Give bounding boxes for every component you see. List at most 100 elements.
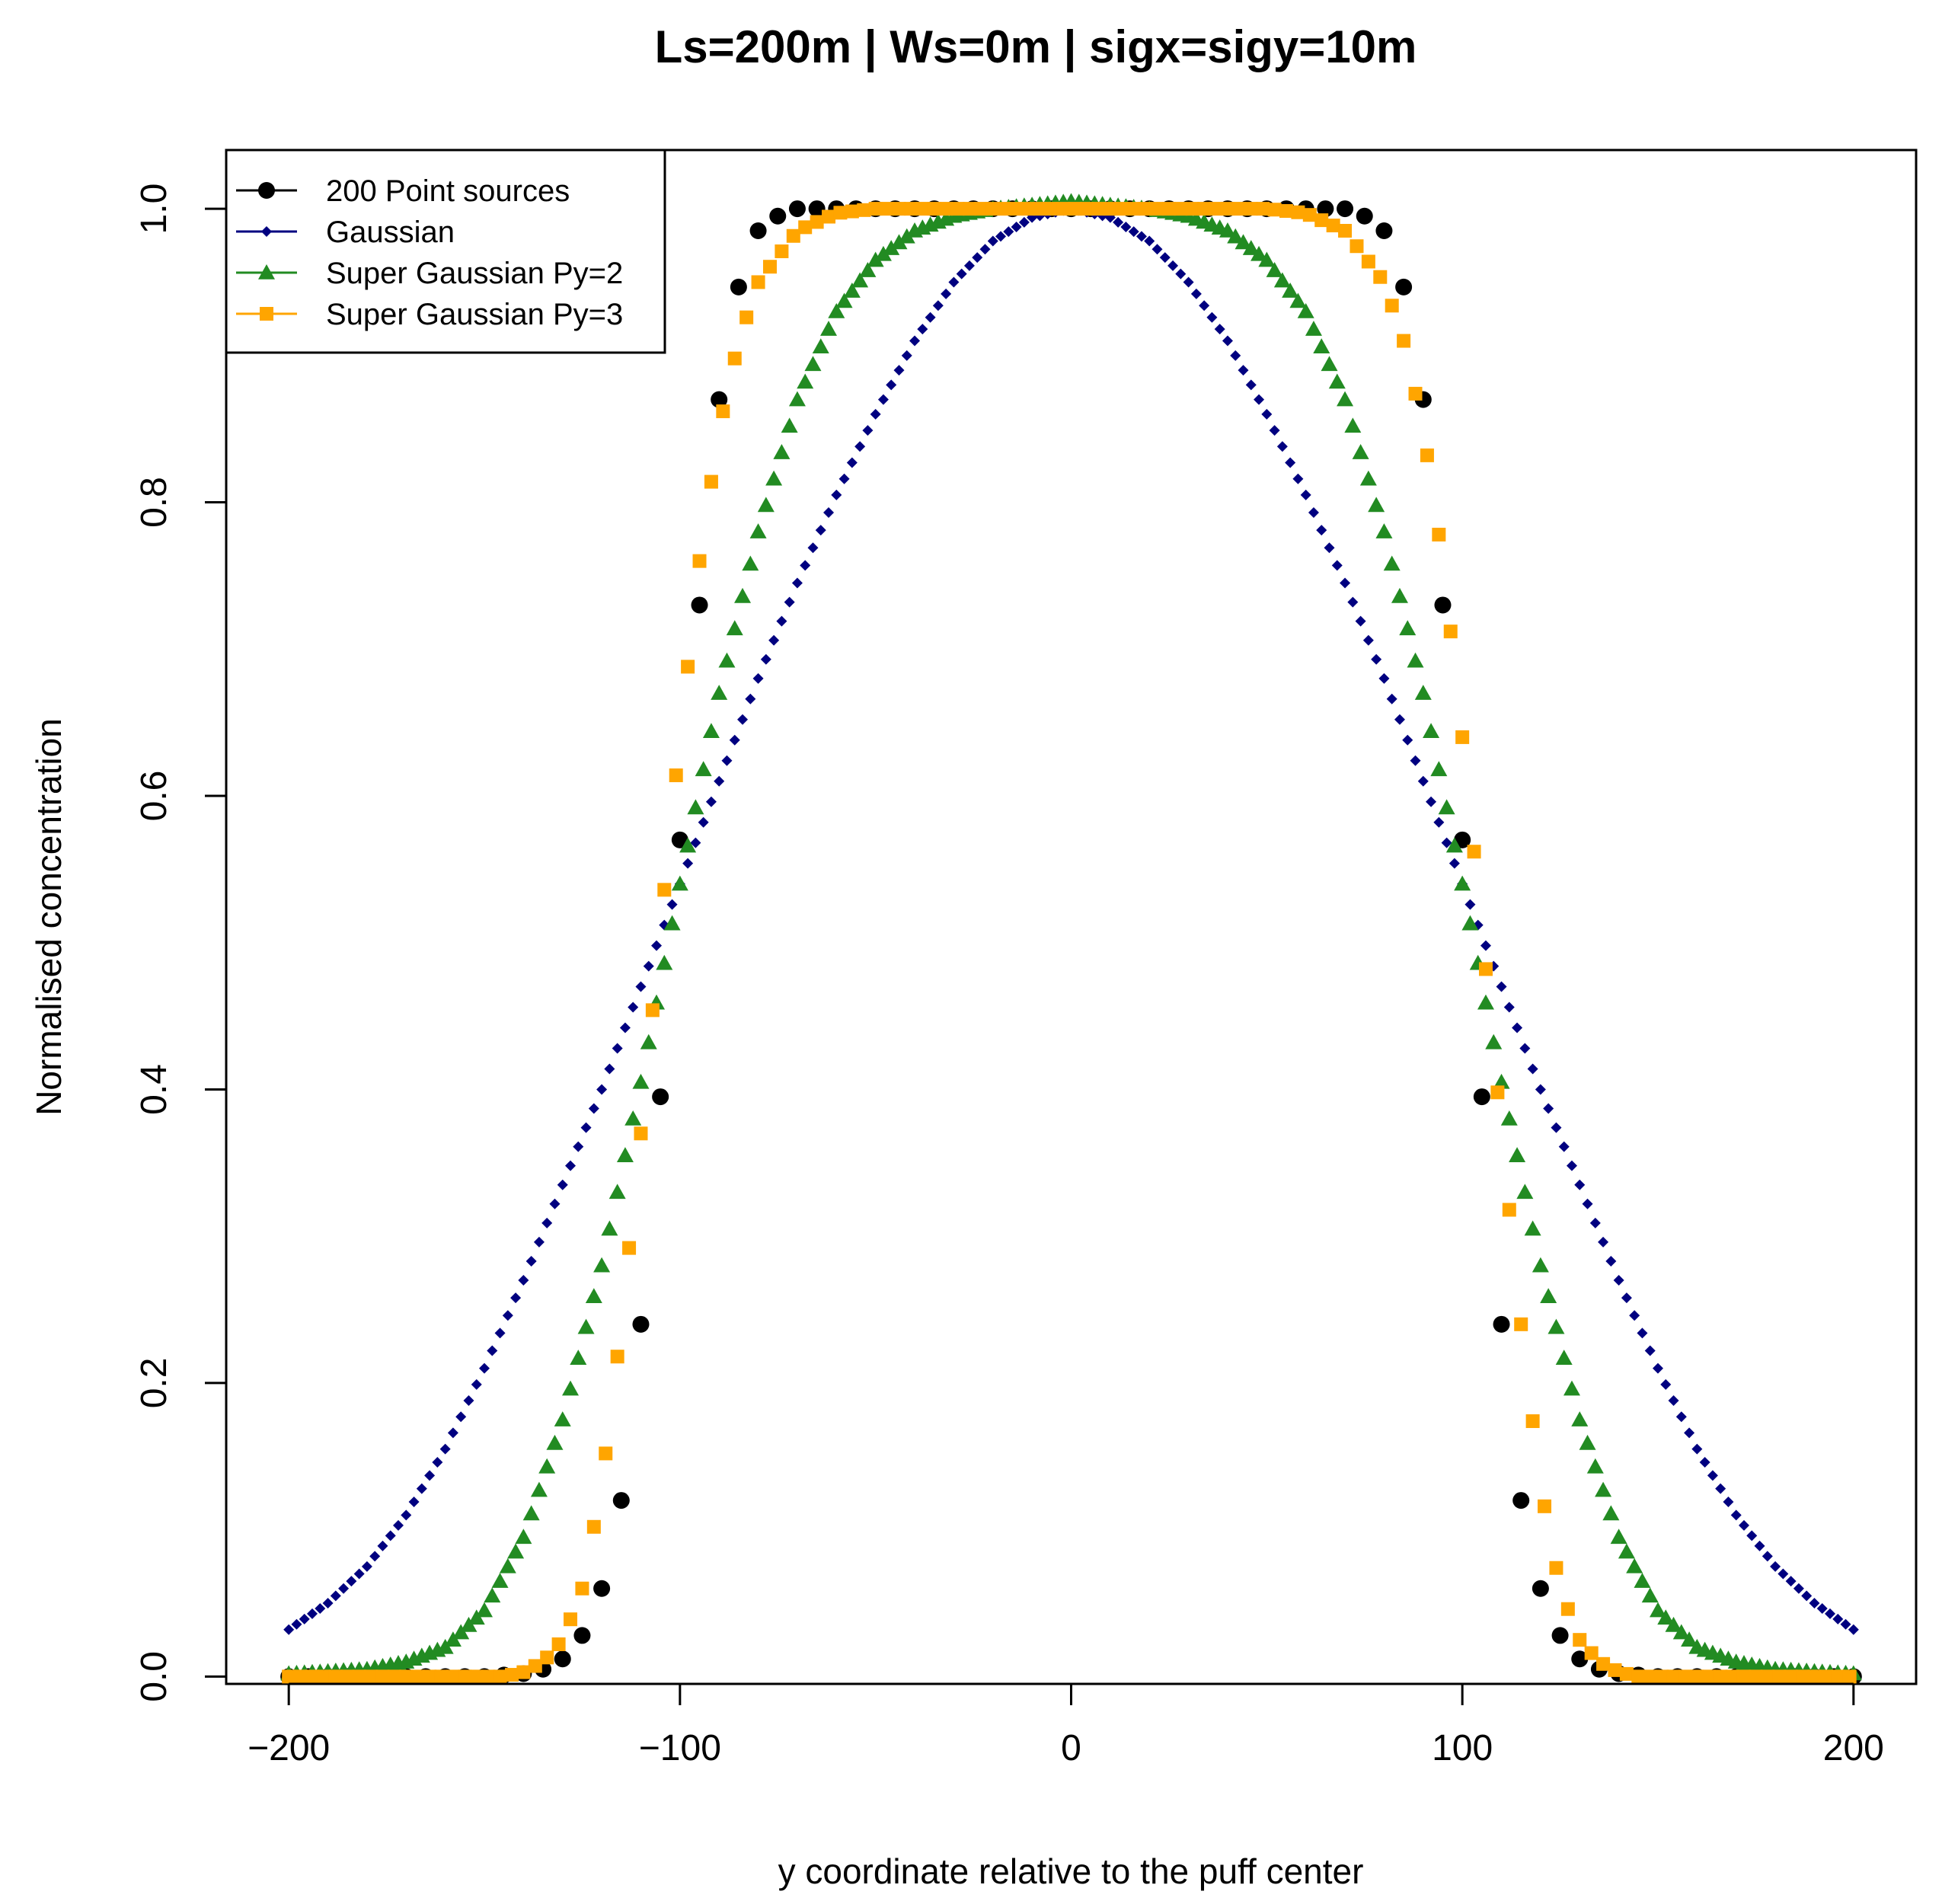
data-point (963, 260, 975, 271)
data-point (1555, 1350, 1573, 1365)
data-point (1056, 202, 1071, 216)
data-point (1417, 775, 1429, 787)
data-point (1449, 858, 1460, 869)
data-point (1273, 272, 1291, 288)
x-axis-label: y coordinate relative to the puff center (778, 1851, 1364, 1891)
data-point (469, 1669, 484, 1684)
data-point (666, 899, 678, 910)
data-point (1222, 335, 1233, 347)
data-point (1571, 1411, 1589, 1426)
data-point (995, 231, 1007, 242)
data-point (1305, 321, 1322, 336)
data-point (1478, 962, 1493, 976)
data-point (1760, 1669, 1774, 1684)
data-point (1551, 1122, 1562, 1133)
data-point (682, 858, 694, 869)
legend-label: 200 Point sources (326, 174, 570, 208)
legend-label: Gaussian (326, 216, 455, 249)
data-point (562, 1380, 580, 1396)
data-point (619, 1022, 631, 1033)
data-point (1321, 356, 1338, 372)
data-point (1018, 216, 1030, 228)
data-point (573, 1141, 584, 1152)
data-point (1723, 1497, 1734, 1508)
data-point (1563, 1380, 1580, 1396)
data-point (979, 244, 991, 255)
data-point (1150, 202, 1164, 216)
plot-area-frame (225, 149, 1918, 1685)
y-axis-label: Normalised concentration (29, 718, 69, 1116)
data-point (1349, 239, 1364, 254)
data-point (729, 734, 740, 746)
data-point (494, 1327, 506, 1339)
data-point (1816, 1602, 1828, 1614)
data-point (1548, 1318, 1565, 1334)
data-point (1631, 1669, 1646, 1684)
data-point (716, 404, 730, 419)
data-point (377, 1540, 388, 1551)
data-point (1644, 1345, 1656, 1356)
data-point (538, 1458, 556, 1474)
data-point (1643, 1669, 1657, 1684)
data-point (282, 1669, 296, 1684)
data-point (1796, 1669, 1810, 1684)
data-point (1443, 625, 1458, 639)
data-point (1103, 202, 1117, 216)
data-point (1289, 292, 1307, 308)
x-axis: −200 −100 0 100 200 (248, 1682, 1884, 1768)
data-point (687, 799, 704, 815)
data-point (1441, 837, 1452, 848)
data-point (1525, 1414, 1540, 1429)
data-point (622, 1241, 637, 1255)
data-point (1496, 981, 1507, 992)
data-point (1285, 457, 1296, 468)
data-point (1602, 1505, 1620, 1521)
data-point (751, 275, 765, 289)
data-point (714, 775, 725, 787)
data-point (1426, 796, 1437, 807)
data-point (1167, 260, 1179, 271)
data-point (612, 1043, 623, 1054)
data-point (781, 417, 798, 433)
data-point (353, 1568, 365, 1580)
data-point (1655, 1669, 1669, 1684)
data-point (340, 1669, 355, 1684)
data-point (393, 1519, 404, 1531)
data-point (812, 338, 829, 354)
data-point (1199, 300, 1210, 311)
data-point (972, 252, 983, 264)
data-point (491, 1573, 509, 1588)
data-point (798, 220, 813, 235)
series-3 (280, 193, 1862, 1681)
data-point (1848, 1624, 1859, 1635)
data-point (1317, 200, 1334, 218)
data-point (1490, 1085, 1505, 1100)
data-point (447, 1427, 458, 1439)
data-point (588, 1103, 599, 1114)
data-point (1361, 254, 1375, 269)
data-point (1574, 1179, 1586, 1190)
data-point (1772, 1669, 1787, 1684)
data-point (408, 1497, 420, 1508)
data-point (1699, 1456, 1710, 1468)
data-point (698, 816, 709, 828)
data-point (1291, 205, 1305, 219)
data-point (1250, 245, 1268, 261)
data-point (823, 507, 835, 519)
data-point (1242, 240, 1260, 255)
data-point (1596, 1656, 1611, 1671)
data-point (1503, 1002, 1515, 1013)
data-point (643, 960, 654, 972)
data-point (1519, 1043, 1531, 1054)
data-point (1261, 408, 1273, 420)
data-point (446, 1669, 460, 1684)
data-point (557, 1179, 568, 1190)
data-point (1175, 268, 1187, 280)
data-point (1842, 1669, 1857, 1684)
data-point (283, 1624, 295, 1635)
data-point (843, 283, 861, 298)
data-point (1190, 288, 1202, 299)
chart-title: Ls=200m | Ws=0m | sigx=sigy=10m (655, 21, 1417, 73)
data-point (1159, 252, 1171, 264)
data-point (1292, 473, 1304, 484)
